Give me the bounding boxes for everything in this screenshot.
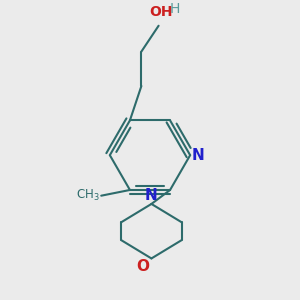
- Text: N: N: [145, 188, 158, 203]
- Text: O: O: [136, 259, 149, 274]
- Text: OH: OH: [150, 4, 173, 19]
- Text: CH$_3$: CH$_3$: [76, 188, 100, 203]
- Text: N: N: [192, 148, 205, 163]
- Text: H: H: [169, 2, 180, 16]
